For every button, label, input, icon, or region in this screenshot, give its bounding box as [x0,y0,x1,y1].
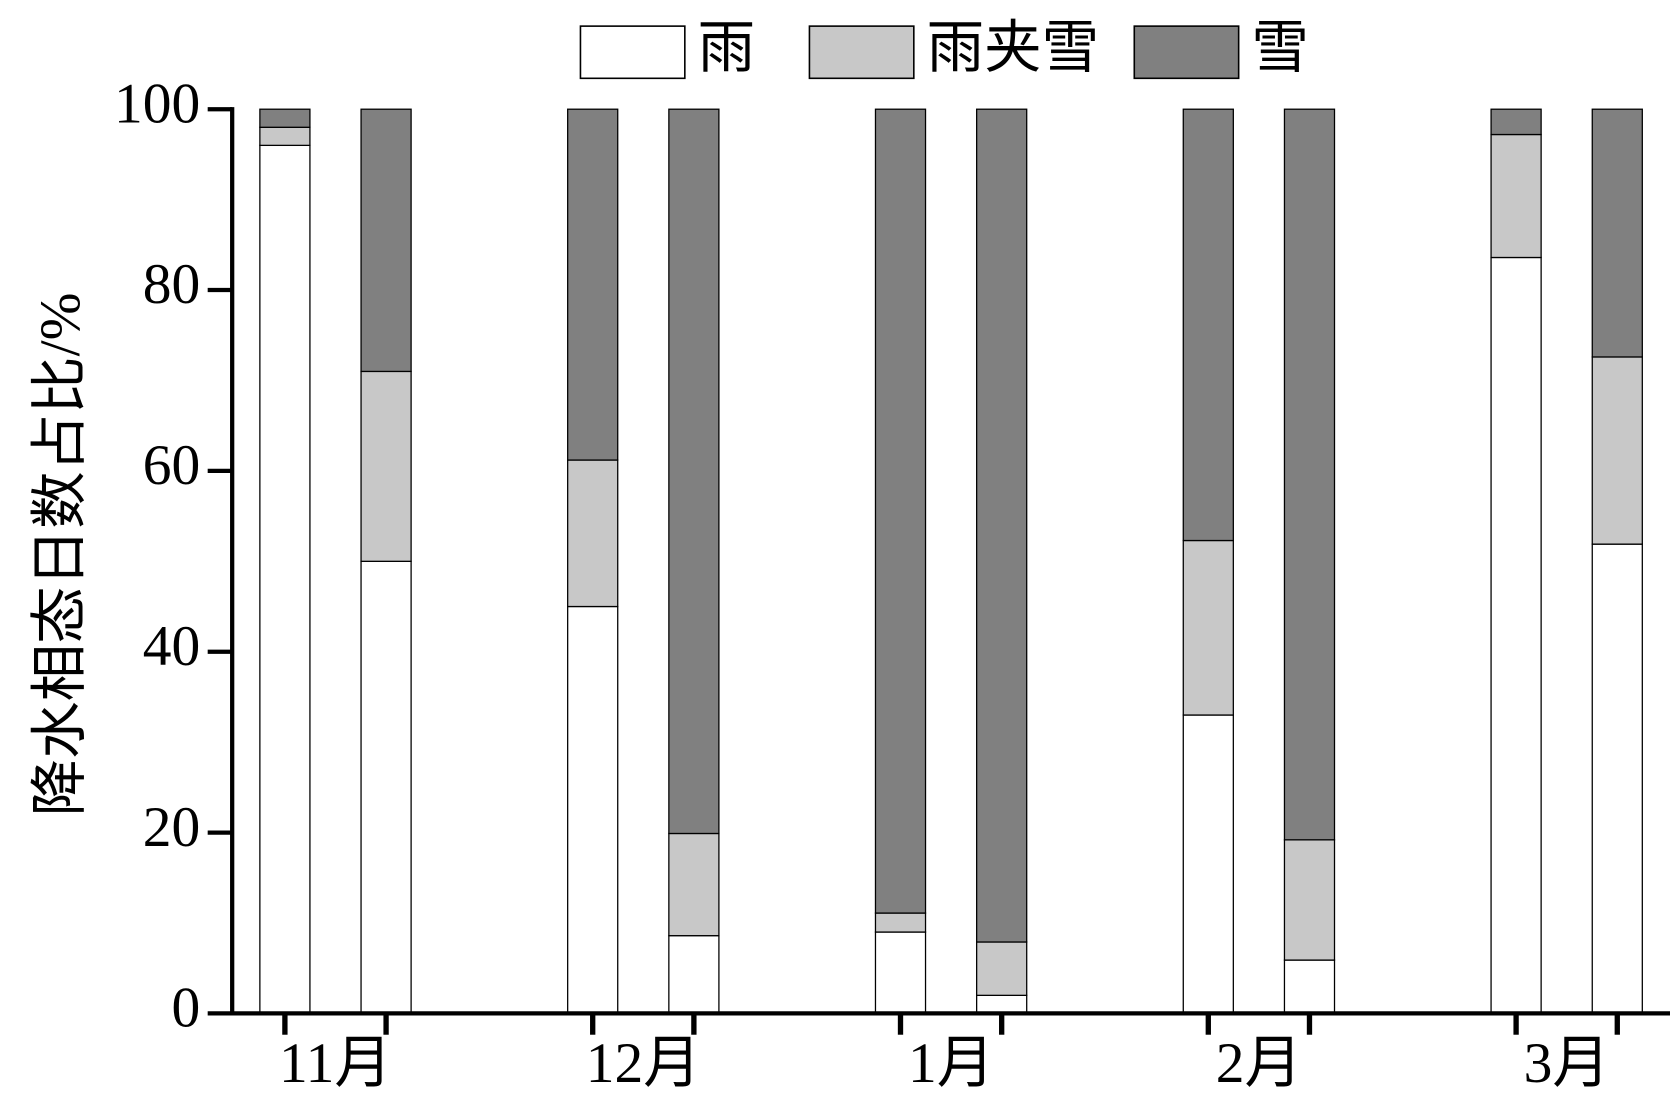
bar-segment [259,144,311,1015]
bar-segment [1283,959,1336,1015]
y-axis-label: 降水相态日数占比/% [29,292,92,816]
legend-swatch [1133,25,1240,80]
y-tick-label: 20 [143,796,200,859]
bar-segment [1591,108,1643,358]
legend-swatch [808,25,915,80]
x-tick-label: 3月 [1524,1032,1610,1095]
bar-segment [874,108,927,914]
bar-segment [1182,108,1234,542]
legend-swatch [579,25,686,80]
bar-segment [567,108,619,461]
legend-label: 雪 [1251,17,1309,80]
bar-segment [259,126,311,147]
y-tick-label: 80 [143,253,200,316]
bar-segment [1283,108,1336,841]
bar-segment [1591,356,1643,545]
legend-label: 雨夹雪 [927,17,1100,80]
bar-segment [1182,539,1234,716]
y-tick-label: 60 [143,434,200,497]
bar-segment [874,912,927,933]
bar-segment [668,832,720,937]
bar-segment [360,370,412,562]
bar-segment [1591,543,1643,1015]
bar-segment [1182,714,1234,1015]
bar-segment [1283,839,1336,961]
y-tick-label: 100 [114,72,200,135]
bar-segment [1490,256,1542,1015]
bar-segment [567,605,619,1015]
x-tick-label: 11月 [279,1032,392,1095]
bar-segment [976,108,1028,943]
bar-segment [976,941,1028,996]
bar-segment [976,994,1028,1015]
y-tick-label: 0 [171,977,200,1040]
bar-segment [1490,133,1542,259]
bar-segment [668,935,720,1015]
legend-label: 雨 [698,17,756,80]
bar-segment [1490,108,1542,136]
y-tick-label: 40 [143,615,200,678]
bar-segment [567,459,619,608]
x-tick-label: 2月 [1216,1032,1302,1095]
x-tick-label: 12月 [586,1032,701,1095]
bar-segment [259,108,311,128]
x-tick-label: 1月 [908,1032,994,1095]
bar-segment [360,560,412,1015]
bar-segment [360,108,412,373]
bar-segment [874,931,927,1015]
bar-segment [668,108,720,835]
